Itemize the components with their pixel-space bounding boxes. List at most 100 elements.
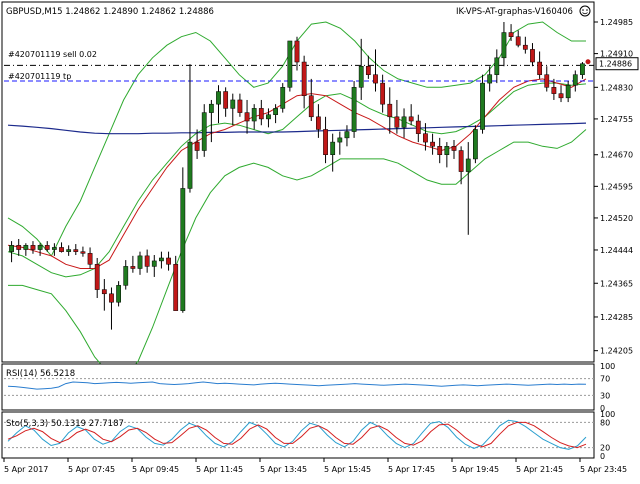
- bearish-candle: [130, 266, 136, 269]
- bollinger-middle-line: [7, 82, 587, 278]
- bearish-candle: [430, 141, 435, 147]
- tp-order-label: #420701119 tp: [8, 72, 71, 81]
- bearish-candle: [194, 141, 200, 151]
- bullish-candle: [580, 63, 585, 75]
- bullish-candle: [487, 74, 493, 84]
- price-tick-label: 1.24444: [600, 246, 633, 255]
- order-lines: [4, 64, 594, 82]
- rsi-panel-frame: [1, 363, 595, 411]
- bearish-candle: [515, 36, 521, 46]
- rsi-tick-label: 70: [600, 375, 610, 384]
- bearish-candle: [316, 116, 321, 130]
- bullish-candle: [187, 141, 193, 189]
- time-tick-label: 5 Apr 13:45: [260, 465, 307, 474]
- bullish-candle: [123, 266, 129, 286]
- bearish-candle: [308, 95, 314, 118]
- bearish-candle: [458, 150, 464, 172]
- bearish-candle: [301, 61, 307, 96]
- bearish-candle: [173, 264, 179, 311]
- bullish-candle: [230, 99, 236, 109]
- stochastic-tick-label: 80: [600, 418, 610, 427]
- bullish-candle: [344, 131, 350, 139]
- bearish-candle: [551, 87, 557, 94]
- price-panel: 1.24985 1.24910 1.24830 1.24755 1.24670 1.245…: [1, 1, 639, 379]
- rsi-tick-label: 100: [600, 362, 615, 371]
- candlesticks: [9, 22, 591, 330]
- bearish-candle: [223, 91, 229, 109]
- bullish-candle: [9, 245, 14, 252]
- bearish-candle: [508, 32, 514, 37]
- bearish-candle: [30, 245, 36, 250]
- price-tick-label: 1.24595: [600, 182, 633, 191]
- price-axis: 1.24985 1.24910 1.24830 1.24755 1.24670 1.245…: [594, 18, 639, 356]
- bearish-candle: [59, 247, 64, 252]
- bearish-candle: [237, 99, 243, 113]
- bullish-candle: [287, 40, 293, 88]
- bullish-candle: [337, 137, 343, 143]
- bullish-candle: [201, 112, 207, 151]
- smiley-icon: [579, 5, 591, 17]
- bearish-candle: [437, 146, 443, 155]
- fast-moving-average-line: [7, 78, 587, 269]
- bearish-candle: [394, 116, 400, 128]
- bullish-candle: [572, 74, 578, 86]
- price-tick-label: 1.24910: [600, 50, 633, 59]
- bearish-candle: [16, 245, 22, 250]
- price-tick-label: 1.24520: [600, 214, 633, 223]
- bullish-candle: [266, 114, 271, 120]
- bullish-candle: [23, 245, 29, 250]
- bearish-candle: [544, 74, 550, 88]
- bullish-candle: [216, 91, 221, 105]
- symbol-header: GBPUSD,M15 1.24862 1.24890 1.24862 1.248…: [6, 7, 214, 17]
- bearish-candle: [166, 257, 171, 265]
- bullish-candle: [401, 116, 407, 128]
- bearish-candle: [415, 120, 421, 134]
- bearish-candle: [365, 65, 371, 75]
- bullish-candle: [180, 188, 186, 311]
- bearish-candle: [408, 116, 414, 122]
- time-tick-label: 5 Apr 15:45: [324, 465, 371, 474]
- bearish-candle: [537, 61, 543, 75]
- bullish-candle: [273, 108, 278, 115]
- slow-moving-average-line: [7, 122, 587, 135]
- price-tick-label: 1.24670: [600, 151, 633, 160]
- bullish-candle: [37, 245, 43, 250]
- stochastic-main-line: [7, 419, 587, 450]
- bearish-candle: [73, 249, 79, 252]
- price-tick-label: 1.24985: [600, 18, 633, 27]
- time-tick-label: 5 Apr 07:45: [68, 465, 115, 474]
- time-tick-label: 5 Apr 23:45: [580, 465, 627, 474]
- time-tick-label: 5 Apr 11:45: [196, 465, 243, 474]
- current-price-box: [595, 57, 639, 71]
- stochastic-lines: [4, 419, 594, 450]
- current-price-label: 1.24886: [599, 60, 632, 69]
- stochastic-signal-line: [7, 421, 587, 449]
- bullish-candle: [159, 257, 164, 262]
- bullish-candle: [280, 87, 286, 109]
- price-tick-label: 1.24830: [600, 83, 633, 92]
- rsi-series-line: [7, 381, 587, 390]
- time-tick-label: 5 Apr 2017: [4, 465, 48, 474]
- time-tick-label: 5 Apr 09:45: [132, 465, 179, 474]
- bullish-candle: [151, 260, 157, 267]
- rsi-line: [4, 378, 594, 396]
- rsi-tick-label: 30: [600, 391, 610, 400]
- price-tick-label: 1.24365: [600, 279, 633, 288]
- bearish-candle: [44, 245, 50, 250]
- time-tick-label: 5 Apr 21:45: [516, 465, 563, 474]
- bearish-candle: [101, 289, 107, 295]
- bearish-candle: [80, 251, 86, 254]
- rsi-label: RSI(14) 56.5218: [6, 369, 75, 379]
- bearish-candle: [530, 49, 535, 63]
- bullish-candle: [494, 57, 500, 75]
- ea-name-label: IK-VPS-AT-graphas-V160406: [456, 7, 573, 17]
- bullish-candle: [473, 129, 478, 160]
- bearish-candle: [373, 74, 378, 84]
- bullish-candle: [251, 108, 257, 122]
- bearish-candle: [558, 93, 564, 99]
- bullish-candle: [480, 82, 485, 130]
- time-axis: 5 Apr 2017 5 Apr 07:45 5 Apr 09:45 5 Apr 11…: [3, 458, 627, 474]
